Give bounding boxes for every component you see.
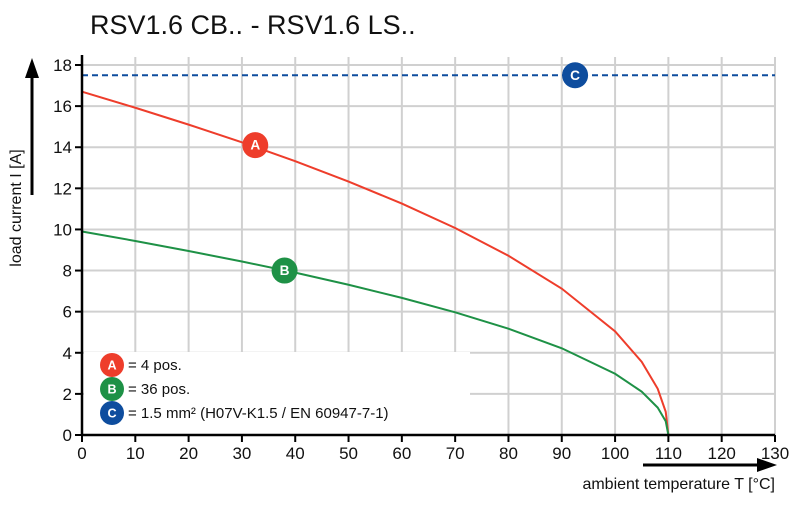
legend-box (84, 352, 470, 434)
marker-a-circle (242, 132, 269, 159)
series-line-b (81, 230, 670, 436)
legend-label-a: = 4 pos. (128, 357, 182, 374)
y-axis-label: load current I [A] (8, 149, 25, 266)
x-tick-label: 60 (392, 444, 411, 463)
y-tick-label: 2 (63, 385, 72, 404)
series-line-a (81, 90, 670, 436)
tick-labels: 0 10 20 30 40 50 60 70 80 90 100 110 120 130 0 2 4 6 8 10 12… (53, 56, 789, 463)
y-tick-label: 10 (53, 220, 72, 239)
x-tick-label: 120 (708, 444, 736, 463)
marker-a-letter: A (250, 138, 260, 153)
legend-marker-b-circle (100, 377, 124, 401)
y-tick-label: 0 (63, 426, 72, 445)
x-tick-label: 70 (446, 444, 465, 463)
x-tick-label: 20 (179, 444, 198, 463)
legend: A = 4 pos. B = 36 pos. C = 1.5 mm² (H07V-K1.5… (100, 353, 389, 425)
y-arrow-head-icon (25, 58, 39, 78)
y-tick-label: 12 (53, 179, 72, 198)
y-tick-label: 4 (63, 344, 72, 363)
legend-marker-c-letter: C (107, 407, 116, 421)
marker-c-circle (562, 62, 589, 89)
x-tick-label: 30 (232, 444, 251, 463)
y-tick-label: 14 (53, 138, 72, 157)
x-tick-label: 50 (339, 444, 358, 463)
x-tick-label: 10 (126, 444, 145, 463)
series-layer: ABC (81, 62, 775, 436)
x-arrow-head-icon (757, 458, 777, 472)
x-tick-label: 100 (601, 444, 629, 463)
x-tick-label: 90 (552, 444, 571, 463)
axes (25, 55, 777, 472)
legend-marker-c-circle (100, 401, 124, 425)
legend-marker-a-circle (100, 353, 124, 377)
x-tick-label: 0 (77, 444, 86, 463)
marker-b-circle (271, 257, 298, 284)
chart-title: RSV1.6 CB.. - RSV1.6 LS.. (90, 10, 416, 40)
y-tick-label: 18 (53, 56, 72, 75)
x-tick-label: 40 (286, 444, 305, 463)
x-axis-label: ambient temperature T [°C] (582, 476, 775, 493)
marker-c-letter: C (570, 68, 580, 83)
legend-marker-b-letter: B (107, 383, 116, 397)
x-tick-label: 130 (761, 444, 789, 463)
legend-label-c: = 1.5 mm² (H07V-K1.5 / EN 60947-7-1) (128, 405, 389, 422)
x-tick-label: 110 (655, 444, 682, 463)
marker-b-letter: B (280, 263, 290, 278)
y-tick-label: 6 (63, 303, 72, 322)
legend-label-b: = 36 pos. (128, 381, 190, 398)
y-tick-label: 8 (63, 262, 72, 281)
legend-marker-a-letter: A (107, 359, 116, 373)
y-tick-label: 16 (53, 97, 72, 116)
x-tick-label: 80 (499, 444, 518, 463)
